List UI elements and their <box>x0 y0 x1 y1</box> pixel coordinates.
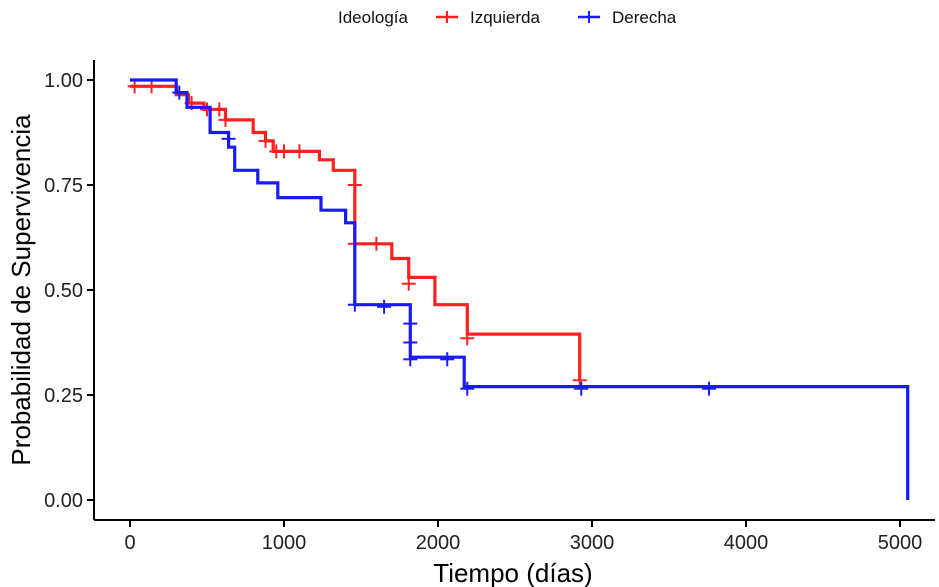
censor-mark-derecha <box>347 297 362 312</box>
censor-mark-izquierda <box>369 236 384 251</box>
censor-mark-izquierda <box>460 331 475 346</box>
censor-mark-derecha <box>702 381 717 396</box>
censor-mark-derecha <box>403 352 418 367</box>
censor-mark-izquierda <box>144 79 159 94</box>
x-tick-label: 2000 <box>416 532 461 554</box>
censor-mark-izquierda <box>212 102 227 117</box>
censor-mark-derecha <box>574 381 589 396</box>
censor-mark-derecha <box>440 352 455 367</box>
y-axis-title: Probabilidad de Supervivencia <box>6 114 36 466</box>
y-tick-label: 0.75 <box>44 175 83 197</box>
y-tick-label: 0.50 <box>44 280 83 302</box>
series-line-izquierda <box>130 84 582 381</box>
y-tick-label: 0.00 <box>44 490 83 512</box>
censor-mark-derecha <box>221 131 236 146</box>
legend-title: Ideología <box>338 8 408 27</box>
series-layer <box>127 78 910 500</box>
x-tick-label: 5000 <box>878 532 923 554</box>
y-axis-ticks: 0.00 0.25 0.50 0.75 1.00 <box>44 70 94 512</box>
y-tick-label: 0.25 <box>44 385 83 407</box>
x-tick-label: 3000 <box>570 532 615 554</box>
x-tick-label: 0 <box>124 532 135 554</box>
series-line-derecha <box>130 78 910 500</box>
censor-mark-izquierda <box>572 373 587 388</box>
censor-mark-izquierda <box>292 144 307 159</box>
censor-mark-derecha <box>403 316 418 331</box>
x-tick-label: 1000 <box>262 532 307 554</box>
legend-item-derecha: Derecha <box>578 8 677 27</box>
censor-mark-izquierda <box>218 112 233 127</box>
censor-mark-izquierda <box>347 178 362 192</box>
censor-mark-izquierda <box>277 144 291 159</box>
x-axis-title: Tiempo (días) <box>433 558 592 587</box>
legend-label-derecha: Derecha <box>612 8 677 27</box>
x-tick-label: 4000 <box>724 532 769 554</box>
censor-mark-derecha <box>403 335 418 350</box>
censor-mark-izquierda <box>401 276 416 291</box>
censor-mark-derecha <box>172 85 187 100</box>
censor-mark-izquierda <box>258 133 273 148</box>
legend: Ideología Izquierda Derecha <box>338 8 677 27</box>
censor-mark-izquierda <box>127 79 142 94</box>
legend-item-izquierda: Izquierda <box>436 8 540 27</box>
censor-mark-derecha <box>460 381 475 396</box>
x-axis-ticks: 0 1000 2000 3000 4000 5000 <box>124 520 922 554</box>
y-tick-label: 1.00 <box>44 70 83 92</box>
censor-mark-derecha <box>377 299 392 314</box>
legend-label-izquierda: Izquierda <box>470 8 540 27</box>
